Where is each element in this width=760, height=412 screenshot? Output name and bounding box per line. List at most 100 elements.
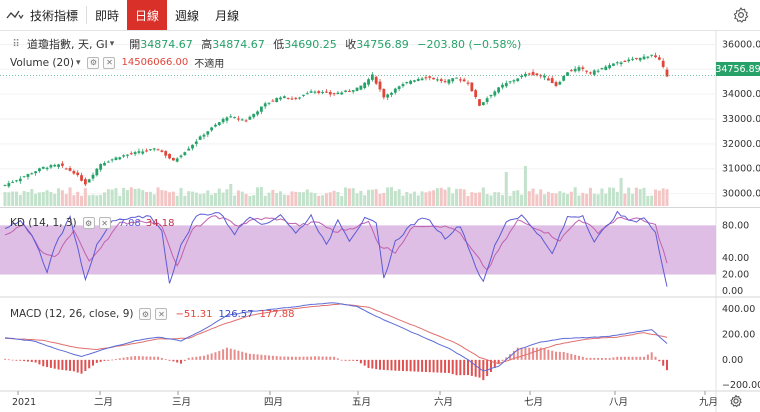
candle-body bbox=[386, 94, 390, 98]
chevron-down-icon[interactable]: ▾ bbox=[109, 39, 115, 49]
volume-bar bbox=[321, 195, 325, 206]
drag-handle-icon[interactable]: ⠿ bbox=[12, 38, 20, 50]
volume-bar bbox=[87, 195, 91, 206]
kd-label[interactable]: KD (14, 1, 3) bbox=[10, 217, 77, 229]
timeframe-monthly[interactable]: 月線 bbox=[215, 8, 240, 23]
indicators-button[interactable]: 技術指標 bbox=[0, 0, 86, 30]
volume-bar bbox=[141, 190, 145, 206]
volume-bar bbox=[175, 195, 179, 206]
macd-hist-bar bbox=[183, 359, 186, 361]
macd-hist-bar bbox=[329, 356, 332, 360]
close-icon[interactable]: ✕ bbox=[103, 56, 116, 69]
volume-bar bbox=[198, 194, 202, 206]
candle-body bbox=[397, 86, 401, 89]
candle-body bbox=[175, 158, 179, 162]
macd-label[interactable]: MACD (12, 26, close, 9) bbox=[10, 308, 134, 320]
volume-bar bbox=[282, 194, 286, 206]
candle-body bbox=[313, 91, 317, 93]
kd-band bbox=[0, 225, 716, 275]
close-icon[interactable]: ✕ bbox=[155, 308, 168, 320]
macd-hist-bar bbox=[620, 356, 623, 360]
candle-body bbox=[83, 179, 87, 185]
macd-hist-bar bbox=[313, 356, 316, 360]
volume-bar bbox=[424, 192, 428, 206]
candle-body bbox=[171, 157, 175, 161]
close-icon[interactable]: ✕ bbox=[98, 217, 111, 229]
candle-body bbox=[589, 72, 592, 74]
macd-hist-bar bbox=[283, 356, 286, 360]
time-tick-label: 二月 bbox=[94, 397, 113, 408]
volume-bar bbox=[217, 188, 221, 206]
volume-bar bbox=[558, 191, 562, 206]
volume-bar bbox=[156, 187, 160, 206]
macd-hist-bar bbox=[440, 359, 443, 373]
candle-body bbox=[558, 81, 562, 85]
candle-body bbox=[531, 72, 535, 75]
timeframe-weekly[interactable]: 週線 bbox=[175, 8, 200, 23]
candle-body bbox=[608, 65, 612, 69]
candle-body bbox=[374, 76, 378, 84]
macd-hist-bar bbox=[340, 359, 343, 361]
candle-body bbox=[325, 91, 328, 93]
volume-bar bbox=[416, 195, 420, 206]
candle-body bbox=[657, 57, 661, 60]
gear-icon[interactable] bbox=[729, 394, 743, 408]
chart-area[interactable]: 36000.0035000.0034000.0033000.0032000.00… bbox=[0, 31, 760, 412]
candle-body bbox=[57, 164, 60, 167]
volume-bar bbox=[531, 188, 535, 206]
candle-body bbox=[118, 157, 122, 160]
timeframe-daily[interactable]: 日線 bbox=[127, 0, 168, 30]
volume-bar bbox=[53, 193, 57, 206]
candle-body bbox=[432, 77, 435, 80]
gear-icon[interactable] bbox=[732, 6, 750, 24]
symbol-label[interactable]: 道瓊指數, 天, GI bbox=[27, 38, 108, 51]
macd-hist-bar bbox=[252, 354, 255, 360]
volume-label[interactable]: Volume (20) bbox=[10, 56, 74, 69]
timeframe-realtime[interactable]: 即時 bbox=[95, 8, 120, 23]
macd-hist-bar bbox=[49, 359, 52, 368]
macd-hist-bar bbox=[191, 357, 194, 360]
kd-tick-label: 20.00 bbox=[722, 270, 749, 281]
macd-signal-value: 177.88 bbox=[259, 308, 295, 320]
candle-body bbox=[252, 113, 256, 118]
volume-bar bbox=[458, 188, 462, 206]
macd-hist-bar bbox=[344, 359, 347, 361]
volume-bar bbox=[294, 191, 298, 206]
settings-small-icon[interactable]: ⚙ bbox=[139, 308, 152, 320]
macd-hist-bar bbox=[436, 359, 439, 373]
macd-hist-bar bbox=[474, 359, 477, 377]
macd-hist-bar bbox=[180, 359, 183, 364]
macd-hist-bar bbox=[42, 359, 45, 367]
volume-bar bbox=[412, 191, 416, 206]
candle-body bbox=[302, 94, 305, 96]
settings-small-icon[interactable]: ⚙ bbox=[87, 56, 100, 69]
macd-hist-bar bbox=[69, 359, 72, 371]
macd-hist-bar bbox=[589, 357, 592, 360]
macd-hist-bar bbox=[558, 351, 561, 360]
candle-body bbox=[11, 181, 15, 183]
macd-hist-bar bbox=[264, 355, 267, 360]
symbol-legend: ⠿ 道瓊指數, 天, GI ▾ 開34874.67 高34874.67 低346… bbox=[10, 36, 521, 52]
volume-bar bbox=[225, 189, 229, 206]
macd-hist-bar bbox=[455, 359, 458, 376]
chevron-down-icon[interactable]: ▾ bbox=[75, 57, 81, 68]
volume-bar bbox=[305, 189, 309, 206]
settings-small-icon[interactable]: ⚙ bbox=[82, 217, 95, 229]
macd-hist-bar bbox=[38, 359, 41, 365]
volume-bar bbox=[497, 192, 501, 206]
macd-hist-bar bbox=[612, 357, 615, 360]
candle-body bbox=[424, 77, 428, 79]
candle-body bbox=[267, 102, 271, 104]
macd-hist-bar bbox=[11, 359, 14, 361]
candle-body bbox=[543, 75, 546, 78]
candle-body bbox=[194, 141, 198, 144]
volume-bar bbox=[183, 195, 187, 206]
macd-hist-bar bbox=[103, 359, 106, 361]
volume-bar bbox=[604, 193, 608, 206]
volume-bar bbox=[359, 190, 363, 206]
volume-bar bbox=[34, 193, 38, 206]
candle-body bbox=[344, 90, 347, 92]
candle-body bbox=[206, 131, 210, 135]
candle-body bbox=[481, 102, 485, 106]
macd-hist-bar bbox=[245, 352, 248, 360]
